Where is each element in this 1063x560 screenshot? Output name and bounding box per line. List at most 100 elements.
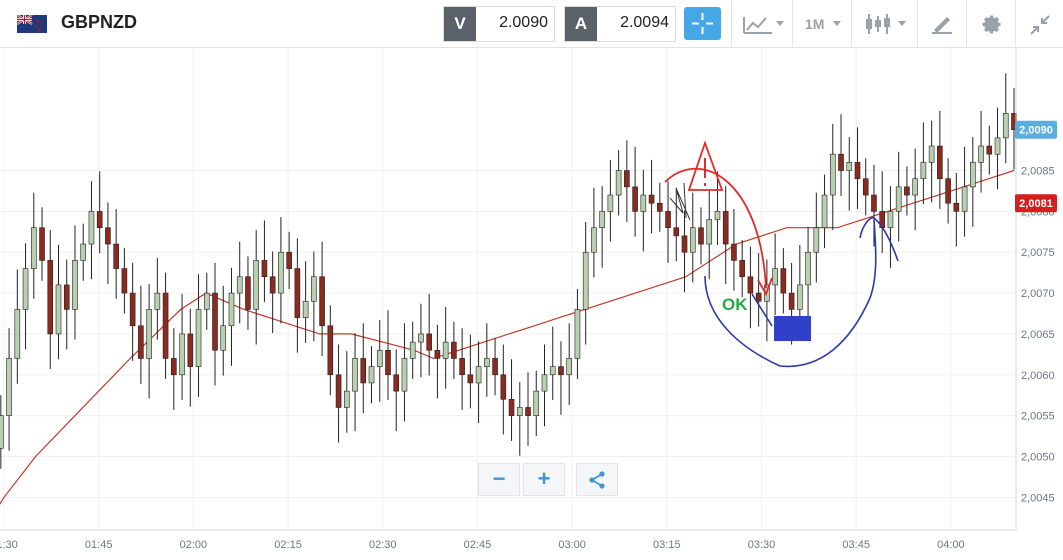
up-candle-body bbox=[80, 243, 87, 261]
down-candle-body bbox=[986, 145, 993, 155]
candle bbox=[689, 192, 696, 283]
candle bbox=[961, 146, 968, 237]
down-candle-body bbox=[319, 276, 325, 327]
candle bbox=[747, 246, 754, 329]
instrument-symbol: GBPNZD bbox=[61, 12, 137, 32]
zoom-in-button[interactable]: + bbox=[523, 463, 565, 496]
down-candle-body bbox=[665, 211, 671, 229]
x-tick-label: 03:30 bbox=[748, 539, 776, 551]
candle bbox=[22, 243, 29, 350]
candle bbox=[385, 310, 391, 401]
candle bbox=[368, 346, 375, 404]
up-candle-body bbox=[55, 284, 62, 335]
buy-price-box[interactable]: A 2.0094 bbox=[564, 6, 676, 42]
candle bbox=[14, 269, 21, 384]
up-candle-body bbox=[920, 162, 927, 180]
chart-type-button[interactable] bbox=[851, 0, 917, 48]
candle bbox=[311, 251, 317, 342]
down-candle-body bbox=[698, 227, 704, 245]
down-candle-body bbox=[105, 227, 111, 245]
candle bbox=[648, 159, 655, 234]
candle bbox=[121, 248, 128, 314]
candle bbox=[862, 158, 869, 216]
up-candle-body bbox=[154, 292, 161, 310]
price-chart[interactable]: OK 2,00452,00502,00552,00602,00652,00702… bbox=[0, 48, 1063, 560]
candle bbox=[475, 341, 482, 423]
ma-line bbox=[0, 169, 1015, 505]
down-candle-body bbox=[739, 260, 745, 278]
up-candle-body bbox=[516, 407, 523, 416]
down-candle-body bbox=[500, 374, 507, 400]
down-candle-body bbox=[261, 260, 268, 278]
share-button[interactable] bbox=[576, 463, 618, 496]
y-tick-label: 2,0070 bbox=[1021, 288, 1055, 300]
share-icon bbox=[589, 471, 605, 489]
chevron-down-icon bbox=[776, 21, 784, 26]
sell-price-box[interactable]: V 2.0090 bbox=[443, 6, 555, 42]
blue-marker-box bbox=[774, 316, 811, 341]
up-candle-body bbox=[368, 366, 375, 384]
candle bbox=[484, 323, 490, 397]
y-tick-label: 2,0075 bbox=[1021, 247, 1055, 259]
up-candle-body bbox=[640, 194, 647, 212]
candle bbox=[286, 231, 292, 289]
candle bbox=[451, 321, 457, 379]
up-candle-body bbox=[409, 341, 416, 359]
candle bbox=[607, 159, 614, 242]
candle bbox=[566, 323, 572, 406]
up-candle-body bbox=[0, 415, 4, 449]
candle bbox=[0, 395, 4, 469]
chart-grid bbox=[0, 48, 1016, 530]
axes: 2,0045 2,0050 2,0055 2,0060 2,0065 2,0070 2,00… bbox=[0, 48, 1057, 551]
up-candle-body bbox=[541, 374, 548, 392]
settings-button[interactable] bbox=[966, 0, 1015, 48]
candle bbox=[409, 321, 416, 379]
interval-button[interactable]: 1M bbox=[792, 0, 851, 48]
up-candle-body bbox=[302, 300, 309, 318]
down-candle-body bbox=[47, 260, 54, 335]
down-candle-body bbox=[459, 358, 465, 376]
candle bbox=[442, 306, 449, 389]
candle bbox=[722, 186, 729, 285]
indicators-button[interactable] bbox=[731, 0, 792, 48]
down-candle-body bbox=[393, 374, 400, 392]
candle bbox=[154, 257, 161, 340]
down-candle-body bbox=[945, 178, 951, 204]
up-candle-body bbox=[978, 145, 984, 163]
blue-tick-line bbox=[751, 293, 773, 327]
draw-tools-button[interactable] bbox=[917, 0, 966, 48]
collapse-button[interactable] bbox=[1015, 0, 1063, 48]
down-candle-body bbox=[788, 292, 795, 310]
candle bbox=[319, 241, 325, 356]
up-candle-body bbox=[566, 358, 572, 376]
crosshair-button[interactable] bbox=[684, 7, 721, 40]
down-candle-body bbox=[138, 325, 144, 359]
candle bbox=[401, 323, 408, 422]
up-candle-body bbox=[706, 219, 713, 245]
candle bbox=[846, 137, 853, 211]
candle bbox=[302, 261, 309, 343]
candle bbox=[904, 166, 910, 216]
down-candle-body bbox=[327, 325, 334, 376]
down-candle-body bbox=[113, 243, 119, 269]
black-scribble bbox=[669, 182, 691, 221]
x-tick-label: 03:15 bbox=[653, 539, 681, 551]
candle bbox=[558, 341, 564, 415]
candle bbox=[755, 253, 762, 327]
candle bbox=[146, 284, 152, 399]
down-candle-body bbox=[681, 235, 688, 253]
candle bbox=[665, 181, 671, 263]
down-candle-body bbox=[467, 374, 474, 384]
zoom-out-button[interactable]: − bbox=[478, 463, 520, 496]
candle bbox=[640, 169, 647, 252]
candle bbox=[871, 164, 877, 247]
down-candle-body bbox=[162, 292, 169, 359]
up-candle-body bbox=[961, 186, 968, 212]
x-tick-label: 02:00 bbox=[180, 539, 208, 551]
down-candle-body bbox=[657, 202, 663, 212]
down-candle-body bbox=[648, 194, 655, 204]
up-candle-body bbox=[928, 145, 935, 163]
candle bbox=[821, 174, 828, 249]
down-candle-body bbox=[632, 186, 638, 212]
down-candle-body bbox=[269, 276, 276, 294]
